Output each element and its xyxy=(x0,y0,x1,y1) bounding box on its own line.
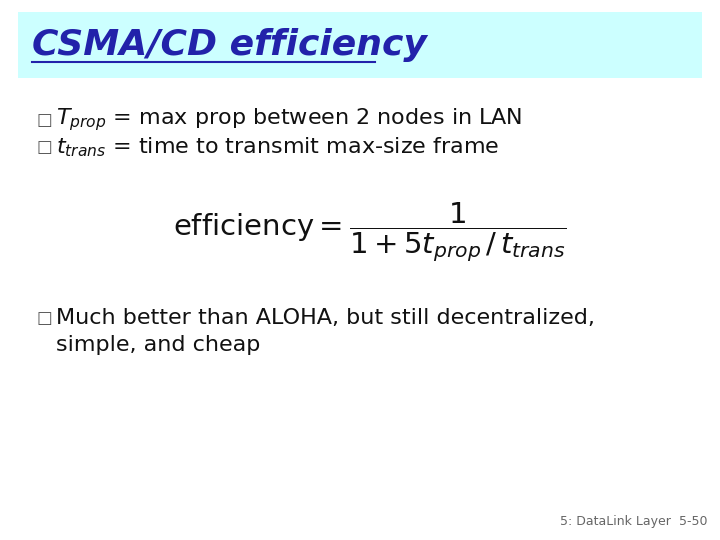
Text: □: □ xyxy=(36,138,52,156)
Text: 5-50: 5-50 xyxy=(680,515,708,528)
Text: □: □ xyxy=(36,111,52,129)
Text: $\mathrm{efficiency} = \dfrac{1}{1 + 5t_{prop} \,/\, t_{trans}}$: $\mathrm{efficiency} = \dfrac{1}{1 + 5t_… xyxy=(174,200,567,264)
Text: CSMA/CD efficiency: CSMA/CD efficiency xyxy=(32,28,427,62)
Text: □: □ xyxy=(36,309,52,327)
Text: simple, and cheap: simple, and cheap xyxy=(56,335,261,355)
Text: $T_{prop}$ = max prop between 2 nodes in LAN: $T_{prop}$ = max prop between 2 nodes in… xyxy=(56,106,523,133)
Text: 5: DataLink Layer: 5: DataLink Layer xyxy=(560,515,671,528)
FancyBboxPatch shape xyxy=(18,12,702,78)
Text: Much better than ALOHA, but still decentralized,: Much better than ALOHA, but still decent… xyxy=(56,308,595,328)
Text: $t_{trans}$ = time to transmit max-size frame: $t_{trans}$ = time to transmit max-size … xyxy=(56,135,499,159)
